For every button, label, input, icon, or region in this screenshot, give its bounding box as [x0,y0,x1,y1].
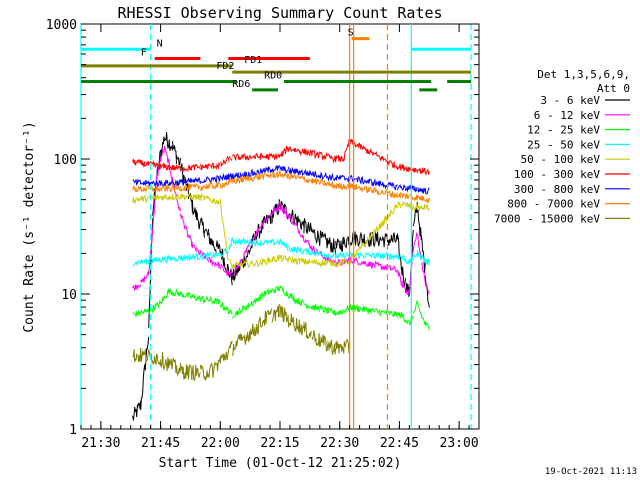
series-line-2 [132,284,430,331]
legend-entry-label: 100 - 300 keV [514,168,600,181]
x-tick-label: 22:45 [380,436,419,451]
legend-entry-label: 7000 - 15000 keV [494,212,600,225]
y-tick-label: 10 [61,288,77,303]
legend-header: Att 0 [597,82,630,95]
interval-label-RD6: RD6 [232,79,250,90]
x-tick-label: 21:45 [141,436,180,451]
legend-entry-label: 3 - 6 keV [540,94,600,107]
series-line-3 [132,237,430,267]
series-line-5 [132,138,430,176]
legend-entry-label: 800 - 7000 keV [507,198,600,211]
x-axis-label: Start Time (01-Oct-12 21:25:02) [159,456,402,471]
legend-entry-label: 12 - 25 keV [527,124,600,137]
plot-area: NF FD1 FD2 RD0 RD6 S 21:30 21:45 22:00 22:15 22:30… [46,18,480,451]
chart-title: RHESSI Observing Summary Count Rates [117,4,442,22]
x-tick-label: 22:30 [320,436,359,451]
y-axis-label: Count Rate (s⁻¹ detector⁻¹) [22,121,37,332]
y-tick-label: 100 [54,153,77,168]
y-tick-label: 1 [69,423,77,438]
legend-entry-label: 6 - 12 keV [534,109,601,122]
interval-label-F: F [141,48,147,59]
series-line-6 [132,164,430,195]
interval-label-FD2: FD2 [216,61,234,72]
interval-label-N: N [157,38,163,49]
x-tick-label: 22:15 [260,436,299,451]
series-line-1 [132,145,430,297]
x-tick-label: 22:00 [201,436,240,451]
series-line-7 [132,170,430,204]
legend-header: Det 1,3,5,6,9, [537,68,630,81]
y-tick-label: 1000 [46,18,77,33]
interval-label-RD0: RD0 [264,71,282,82]
legend-entry-label: 50 - 100 keV [521,153,601,166]
x-tick-label: 21:30 [81,436,120,451]
interval-label-FD1: FD1 [244,55,262,66]
series-line-8 [132,303,351,382]
interval-label-S: S [348,28,354,39]
series-line-4 [132,192,430,270]
legend: Det 1,3,5,6,9,Att 03 - 6 keV 6 - 12 keV 12… [494,68,630,225]
legend-entry-label: 25 - 50 keV [527,138,600,151]
x-tick-label: 23:00 [440,436,479,451]
legend-entry-label: 300 - 800 keV [514,183,600,196]
timestamp: 19-Oct-2021 11:13 [545,467,637,477]
